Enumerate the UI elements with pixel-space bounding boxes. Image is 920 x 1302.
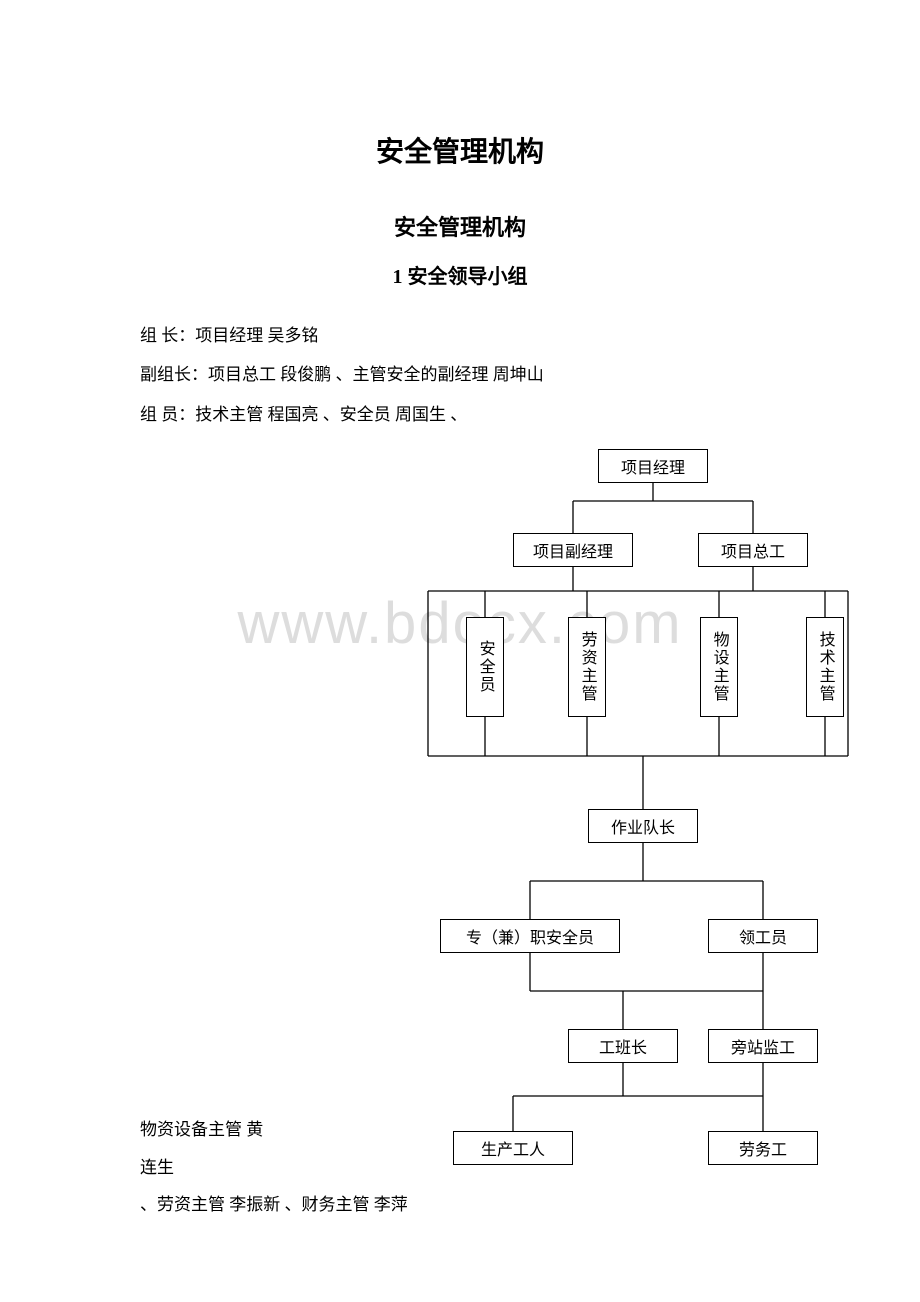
doc-title: 安全管理机构	[140, 130, 780, 170]
leader-line-2: 副组长：项目总工 段俊鹏 、主管安全的副经理 周坤山	[140, 356, 780, 393]
org-node-n3b: 劳资主管	[568, 617, 606, 717]
org-node-n4: 作业队长	[588, 809, 698, 843]
org-chart: 项目经理项目副经理项目总工安全员劳资主管物设主管技术主管作业队长专（兼）职安全员…	[268, 441, 780, 1186]
org-node-n5a: 专（兼）职安全员	[440, 919, 620, 953]
org-node-n2b: 项目总工	[698, 533, 808, 567]
org-node-n7b: 劳务工	[708, 1131, 818, 1165]
bottom-text-1: 物资设备主管 黄连生	[140, 1111, 268, 1186]
org-node-n6a: 工班长	[568, 1029, 678, 1063]
org-node-n2a: 项目副经理	[513, 533, 633, 567]
org-node-n3a: 安全员	[466, 617, 504, 717]
org-node-n3c: 物设主管	[700, 617, 738, 717]
leader-info: 组 长：项目经理 吴多铭 副组长：项目总工 段俊鹏 、主管安全的副经理 周坤山 …	[140, 317, 780, 433]
bottom-text-2: 、劳资主管 李振新 、财务主管 李萍	[140, 1186, 780, 1223]
org-node-n5b: 领工员	[708, 919, 818, 953]
org-node-n1: 项目经理	[598, 449, 708, 483]
leader-line-1: 组 长：项目经理 吴多铭	[140, 317, 780, 354]
section-heading: 1 安全领导小组	[140, 260, 780, 289]
doc-subtitle: 安全管理机构	[140, 210, 780, 242]
org-node-n3d: 技术主管	[806, 617, 844, 717]
leader-line-3: 组 员：技术主管 程国亮 、安全员 周国生 、	[140, 396, 780, 433]
org-node-n7a: 生产工人	[453, 1131, 573, 1165]
org-node-n6b: 旁站监工	[708, 1029, 818, 1063]
